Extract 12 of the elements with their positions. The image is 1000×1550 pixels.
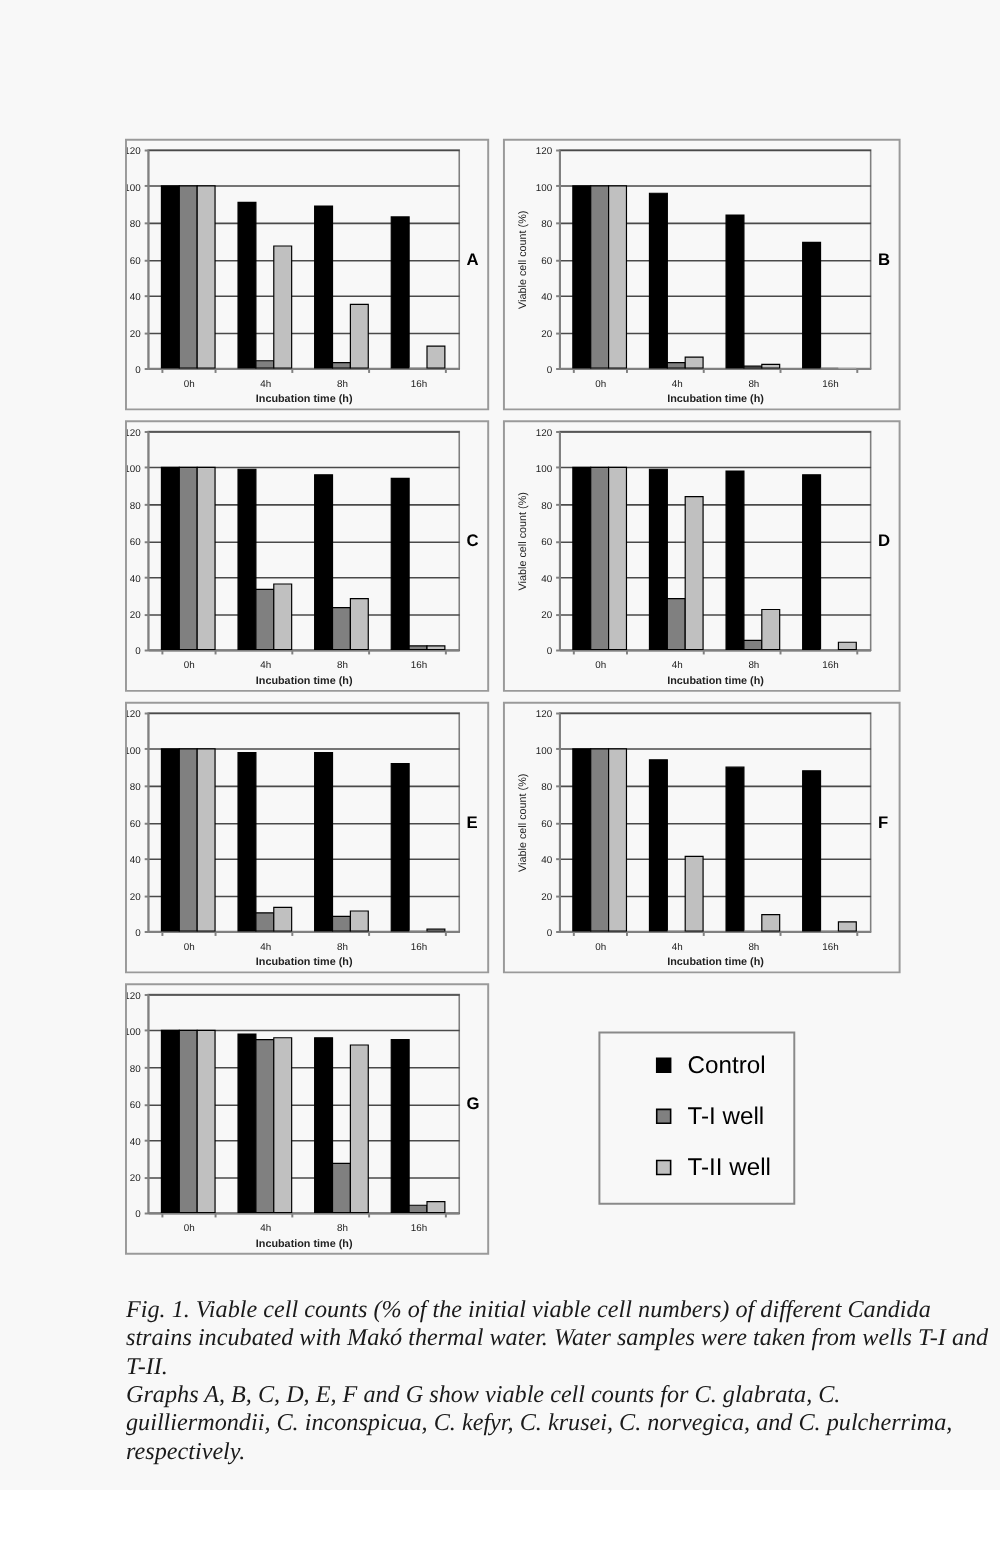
caption: Fig. 1. Viable cell counts (% of the initial viable cell numbers) of different Candida strains incubated with Makó thermal water. Water samples were taken from wells T-I and T-II. — [123, 1294, 991, 1380]
text: Graphs A, B, C, D, E, F and G show viable cell counts for C. glabrata, C. guilliermondii, C. inconspicua, C. kefyr, C. krusei, C. norvegica, and C. pulcherrima, respectively. — [125, 1379, 953, 1465]
text: F — [877, 811, 889, 832]
text: D — [877, 530, 891, 551]
text: B — [877, 248, 891, 269]
text: E — [466, 811, 479, 832]
text: G — [466, 1093, 480, 1114]
legend-label: T-I well — [687, 1102, 765, 1131]
legend-label: T-II well — [687, 1153, 771, 1182]
text: A — [466, 248, 479, 269]
text: C — [466, 530, 479, 551]
legend-label: Control — [687, 1051, 766, 1080]
